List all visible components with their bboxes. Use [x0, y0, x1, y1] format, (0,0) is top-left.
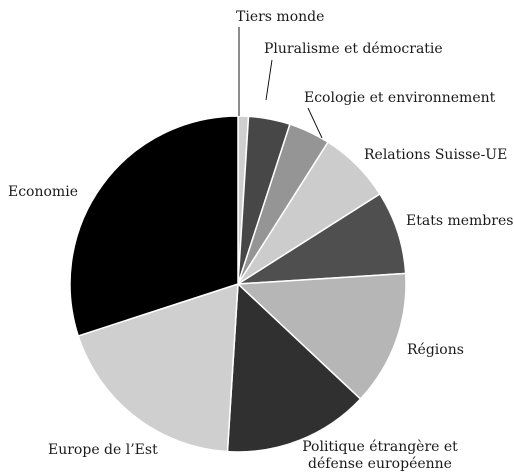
label-ecologie: Ecologie et environnement: [304, 90, 496, 106]
label-regions: Régions: [407, 342, 464, 358]
label-relations: Relations Suisse-UE: [364, 147, 507, 163]
label-pluralisme: Pluralisme et démocratie: [264, 41, 443, 57]
leader-lines: [238, 27, 323, 139]
pie-slice-economie: [69, 115, 239, 337]
leader-line-ecologie: [307, 107, 323, 139]
label-politique-line1: Politique étrangère et: [302, 439, 458, 455]
leader-line-pluralisme: [265, 59, 273, 101]
label-etats-membres: Etats membres: [406, 213, 513, 229]
pie-slices: [69, 115, 407, 453]
pie-slice-r-gions: [236, 272, 407, 401]
pie-slice-politique-trang-re-et-d-fense-europ-enne: [226, 282, 362, 453]
label-europe-de-l-est: Europe de l’Est: [48, 442, 158, 458]
label-politique-line2: défense européenne: [308, 456, 452, 472]
slice-labels: Tiers monde Pluralisme et démocratie Eco…: [8, 9, 513, 472]
label-tiers-monde: Tiers monde: [236, 9, 324, 25]
pie-slice-europe-de-l-est: [77, 282, 239, 453]
label-economie: Economie: [8, 184, 78, 200]
